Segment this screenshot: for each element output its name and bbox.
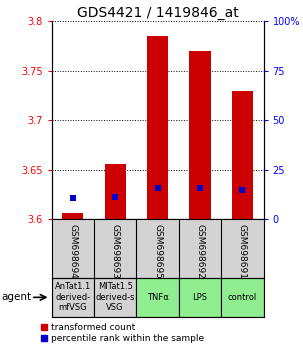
Bar [94,278,136,317]
Bar [62,212,83,219]
Bar [179,278,221,317]
Text: agent: agent [2,292,32,302]
Point [155,185,160,190]
Point [240,187,245,193]
Bar [147,36,168,219]
Bar [52,278,94,317]
Legend: transformed count, percentile rank within the sample: transformed count, percentile rank withi… [41,323,204,343]
Title: GDS4421 / 1419846_at: GDS4421 / 1419846_at [77,6,238,20]
Bar [136,278,179,317]
Bar [221,278,264,317]
Text: MITat1.5
derived-s
VSG: MITat1.5 derived-s VSG [95,282,135,312]
Bar [232,91,253,219]
Text: LPS: LPS [192,293,208,302]
Text: GSM698692: GSM698692 [195,224,205,279]
Bar [189,51,211,219]
Text: GSM698695: GSM698695 [153,224,162,279]
Text: AnTat1.1
derived-
mfVSG: AnTat1.1 derived- mfVSG [55,282,91,312]
Text: GSM698693: GSM698693 [111,224,120,279]
Point [70,195,75,200]
Text: GSM698691: GSM698691 [238,224,247,279]
Point [198,185,202,190]
Text: control: control [228,293,257,302]
Point [113,194,118,200]
Bar [105,164,126,219]
Text: GSM698694: GSM698694 [68,224,77,279]
Text: TNFα: TNFα [147,293,168,302]
